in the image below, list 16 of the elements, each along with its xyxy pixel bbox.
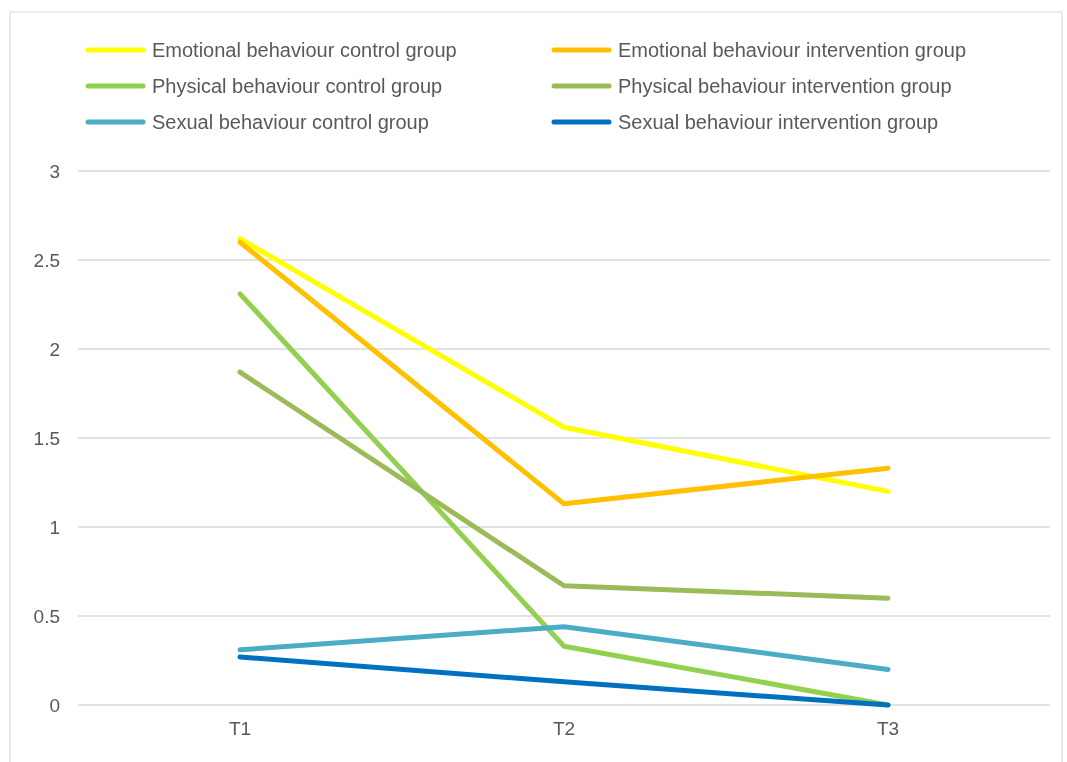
x-tick-label: T2 bbox=[552, 718, 576, 739]
y-tick-label: 1.5 bbox=[33, 427, 60, 449]
legend-label: Physical behaviour control group bbox=[152, 75, 443, 97]
y-tick-label: 3 bbox=[49, 160, 60, 182]
legend-label: Emotional behaviour intervention group bbox=[618, 39, 966, 61]
x-tick-label: T1 bbox=[228, 718, 252, 739]
legend-label: Physical behaviour intervention group bbox=[618, 75, 952, 97]
legend-label: Emotional behaviour control group bbox=[152, 39, 457, 61]
y-tick-label: 2 bbox=[49, 338, 60, 360]
y-tick-label: 0 bbox=[49, 694, 60, 716]
legend-label: Sexual behaviour intervention group bbox=[618, 111, 939, 133]
y-tick-label: 2.5 bbox=[33, 249, 60, 271]
x-tick-label: T3 bbox=[876, 718, 900, 739]
y-tick-label: 0.5 bbox=[33, 605, 60, 627]
legend-label: Sexual behaviour control group bbox=[152, 111, 429, 133]
y-tick-label: 1 bbox=[49, 516, 60, 538]
